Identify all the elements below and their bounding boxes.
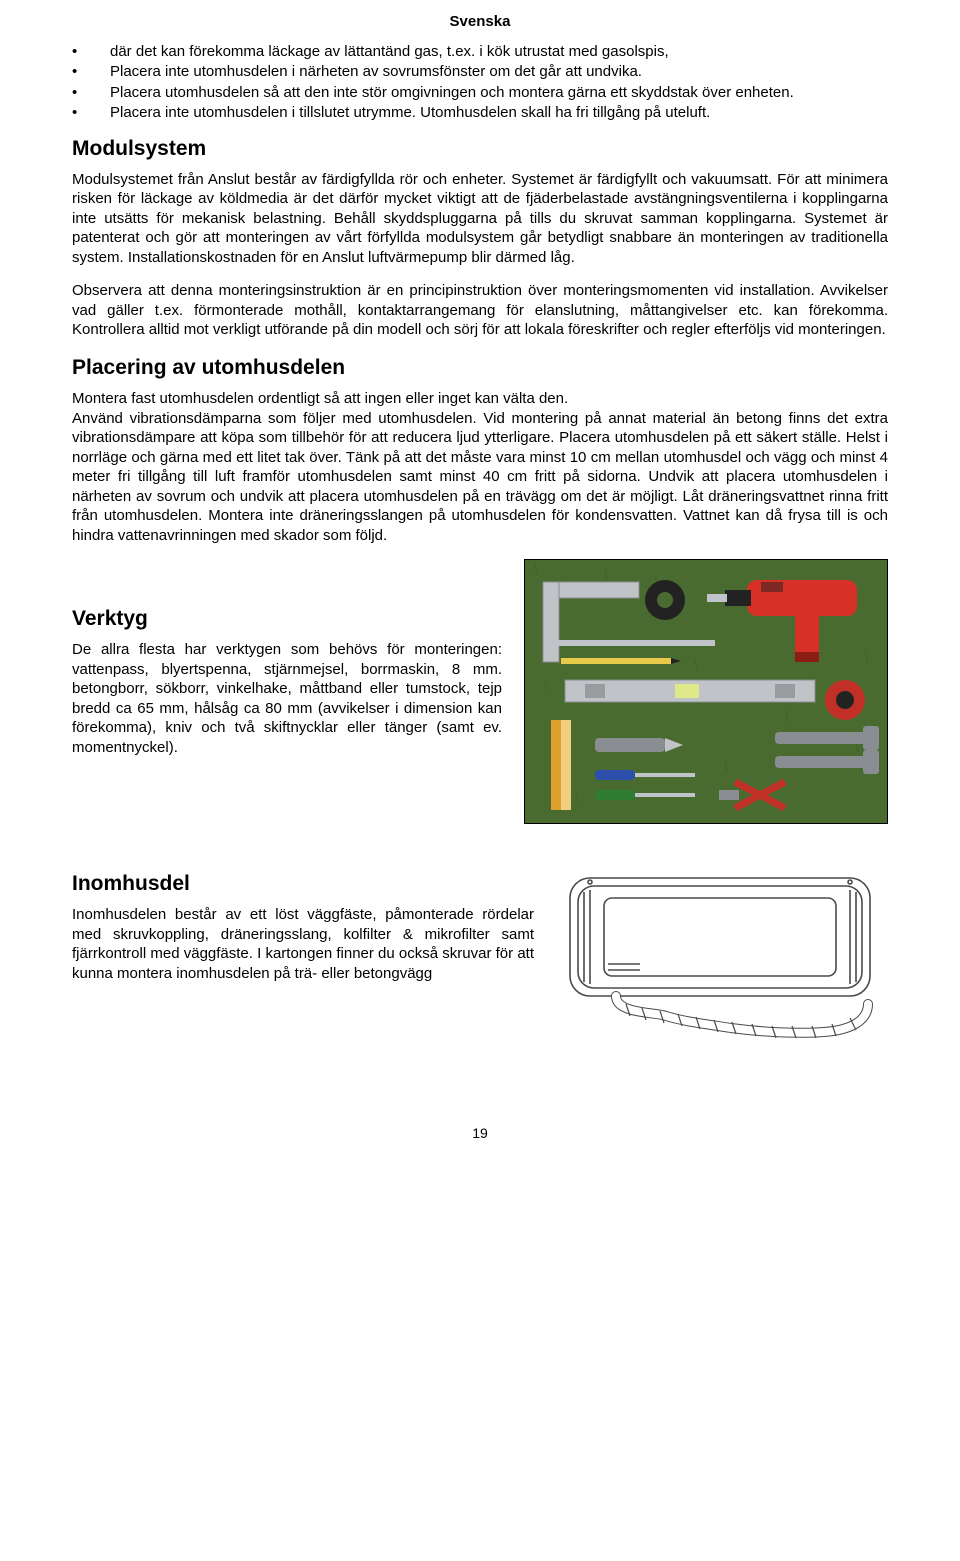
body-text: Använd vibrationsdämparna som följer med… xyxy=(72,409,888,546)
section-title-inomhusdel: Inomhusdel xyxy=(72,870,534,897)
page-number: 19 xyxy=(72,1124,888,1142)
bullet-list: där det kan förekomma läckage av lättant… xyxy=(72,42,888,123)
body-text: Observera att denna monteringsinstruktio… xyxy=(72,281,888,340)
section-title-verktyg: Verktyg xyxy=(72,605,502,632)
inomhusdel-row: Inomhusdel Inomhusdelen består av ett lö… xyxy=(72,864,888,1064)
language-header: Svenska xyxy=(72,12,888,32)
list-item: Placera utomhusdelen så att den inte stö… xyxy=(72,83,888,103)
body-text: Modulsystemet från Anslut består av färd… xyxy=(72,170,888,268)
body-text: Montera fast utomhusdelen ordentligt så … xyxy=(72,389,888,409)
section-title-modulsystem: Modulsystem xyxy=(72,135,888,162)
indoor-unit-illustration xyxy=(556,864,888,1058)
section-title-placering: Placering av utomhusdelen xyxy=(72,354,888,381)
tools-photo xyxy=(524,559,888,824)
body-text: Inomhusdelen består av ett löst väggfäst… xyxy=(72,905,534,983)
body-text: De allra flesta har verktygen som behövs… xyxy=(72,640,502,757)
verktyg-row: Verktyg De allra flesta har verktygen so… xyxy=(72,559,888,824)
list-item: Placera inte utomhusdelen i närheten av … xyxy=(72,62,888,82)
tools-photo-svg xyxy=(525,560,887,823)
list-item: Placera inte utomhusdelen i tillslutet u… xyxy=(72,103,888,123)
list-item: där det kan förekomma läckage av lättant… xyxy=(72,42,888,62)
